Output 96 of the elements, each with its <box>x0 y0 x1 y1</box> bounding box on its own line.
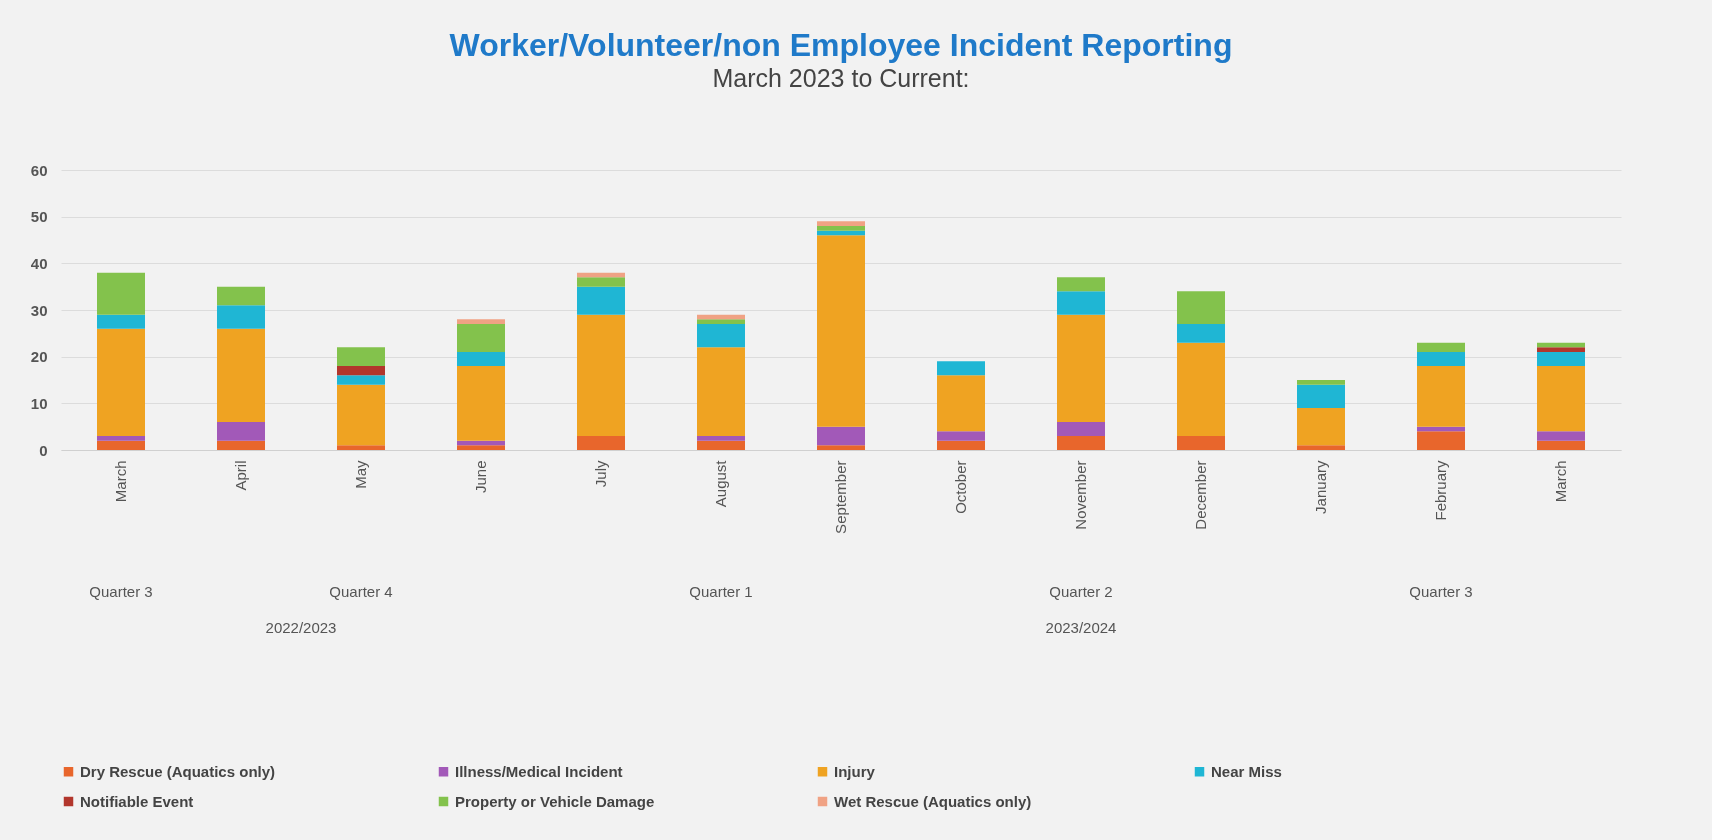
x-tick-label: March <box>112 460 129 503</box>
bar <box>1537 352 1585 366</box>
bar <box>1417 342 1465 352</box>
y-tick-label: 60 <box>30 161 48 179</box>
legend-label: Injury <box>834 762 876 780</box>
legend-label: Dry Rescue (Aquatics only) <box>80 762 276 780</box>
text: Quarter 4 <box>329 583 393 600</box>
bar <box>97 272 145 315</box>
x-tick-label: December <box>1192 460 1209 530</box>
bar <box>937 440 985 450</box>
bar <box>457 319 505 324</box>
bar <box>1177 436 1225 450</box>
bar <box>457 352 505 366</box>
bar <box>457 445 505 450</box>
legend-label: Wet Rescue (Aquatics only) <box>834 792 1032 810</box>
bar <box>937 375 985 432</box>
bar <box>697 319 745 324</box>
bar <box>697 324 745 348</box>
bar <box>337 347 385 366</box>
bar <box>1297 380 1345 385</box>
bar <box>457 366 505 441</box>
bar <box>1537 440 1585 450</box>
x-tick-label: May <box>352 460 369 489</box>
bar <box>577 436 625 450</box>
bar <box>1417 352 1465 366</box>
bar <box>577 314 625 436</box>
bar <box>457 324 505 352</box>
bar <box>337 375 385 385</box>
bar <box>1177 342 1225 436</box>
bar <box>337 384 385 446</box>
bar <box>1177 291 1225 324</box>
bar <box>1297 408 1345 446</box>
bar <box>337 366 385 376</box>
text: Quarter 3 <box>89 583 153 600</box>
bar <box>337 445 385 450</box>
x-tick-label: April <box>232 460 249 491</box>
bar <box>1057 436 1105 450</box>
y-tick-label: 10 <box>30 394 48 412</box>
bar <box>1057 291 1105 315</box>
bar <box>937 431 985 441</box>
x-tick-label: August <box>712 459 729 508</box>
legend-label: Property or Vehicle Damage <box>455 792 655 810</box>
y-tick-label: 50 <box>30 208 48 226</box>
bar <box>817 235 865 427</box>
bar <box>697 436 745 441</box>
text: Quarter 1 <box>689 583 753 600</box>
bar <box>1057 277 1105 292</box>
x-tick-label: June <box>472 460 489 494</box>
bar <box>1537 431 1585 441</box>
bar <box>1417 366 1465 427</box>
x-tick-label: January <box>1312 460 1329 514</box>
bar <box>217 305 265 329</box>
x-tick-label: November <box>1072 460 1089 530</box>
bar <box>577 277 625 287</box>
bar <box>1297 384 1345 408</box>
bar <box>1537 366 1585 432</box>
text: 2022/2023 <box>265 619 337 636</box>
text: Quarter 2 <box>1049 583 1113 600</box>
bar <box>1297 445 1345 450</box>
bar <box>697 347 745 436</box>
text: 2023/2024 <box>1045 619 1117 636</box>
y-tick-label: 0 <box>39 441 48 459</box>
bar <box>937 361 985 376</box>
legend-label: Illness/Medical Incident <box>455 762 623 780</box>
bar <box>97 440 145 450</box>
bar <box>1057 314 1105 422</box>
bar <box>217 440 265 450</box>
chart-title: Worker/Volunteer/non Employee Incident Reporting <box>449 27 1233 63</box>
x-tick-label: September <box>832 460 849 534</box>
bar <box>697 440 745 450</box>
chart-subtitle: March 2023 to Current: <box>712 64 970 92</box>
bar <box>97 314 145 329</box>
bar <box>217 328 265 422</box>
bar <box>817 445 865 450</box>
x-tick-label: March <box>1552 460 1569 503</box>
bar <box>97 436 145 441</box>
bar <box>97 328 145 436</box>
legend-label: Notifiable Event <box>80 792 194 810</box>
y-tick-label: 20 <box>30 348 48 366</box>
y-tick-label: 30 <box>30 301 48 319</box>
x-tick-label: July <box>592 460 609 488</box>
bar <box>577 286 625 315</box>
bar <box>817 226 865 231</box>
bar <box>817 221 865 226</box>
x-tick-label: October <box>952 460 969 514</box>
bar <box>1057 422 1105 436</box>
bar <box>1177 324 1225 343</box>
y-tick-label: 40 <box>30 254 48 272</box>
text: Quarter 3 <box>1409 583 1473 600</box>
bar <box>217 422 265 441</box>
bar <box>217 286 265 306</box>
bar <box>1537 347 1585 352</box>
legend-label: Near Miss <box>1211 762 1282 780</box>
x-tick-label: February <box>1432 460 1449 521</box>
bar <box>1417 431 1465 450</box>
bar <box>817 426 865 446</box>
